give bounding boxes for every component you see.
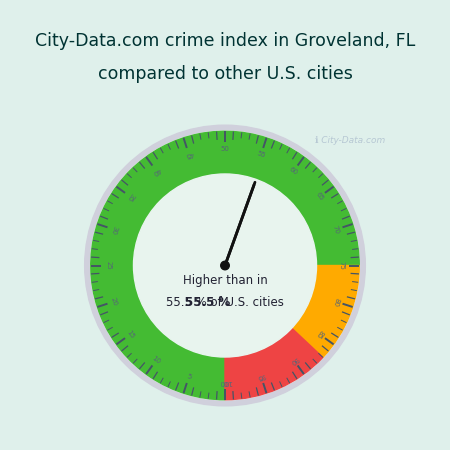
Text: 90: 90 xyxy=(288,355,299,365)
Text: ℹ City-Data.com: ℹ City-Data.com xyxy=(315,136,385,145)
Wedge shape xyxy=(225,328,323,400)
Text: 40: 40 xyxy=(151,166,162,176)
Text: 65: 65 xyxy=(315,192,324,202)
Text: 20: 20 xyxy=(110,297,118,307)
Text: 15: 15 xyxy=(126,329,135,339)
Text: 35: 35 xyxy=(126,192,135,202)
Circle shape xyxy=(221,261,229,270)
Text: compared to other U.S. cities: compared to other U.S. cities xyxy=(98,65,352,83)
Text: 50: 50 xyxy=(220,146,230,152)
Text: Higher than in: Higher than in xyxy=(183,274,267,287)
Text: 0: 0 xyxy=(223,379,227,385)
Text: 55.5 %: 55.5 % xyxy=(185,296,230,309)
Text: 55: 55 xyxy=(256,150,266,159)
Circle shape xyxy=(90,131,360,400)
Text: 75: 75 xyxy=(339,261,345,270)
Text: 85: 85 xyxy=(315,329,324,339)
Text: 30: 30 xyxy=(110,224,118,234)
Text: 70: 70 xyxy=(332,224,340,234)
Text: 100: 100 xyxy=(218,379,232,385)
Text: 10: 10 xyxy=(151,355,162,365)
Text: 80: 80 xyxy=(332,297,340,307)
Text: 5: 5 xyxy=(186,373,192,380)
Wedge shape xyxy=(91,131,359,400)
Text: City-Data.com crime index in Groveland, FL: City-Data.com crime index in Groveland, … xyxy=(35,32,415,50)
Circle shape xyxy=(85,125,365,406)
Text: 95: 95 xyxy=(256,372,266,381)
Text: 25: 25 xyxy=(105,261,111,270)
Text: 45: 45 xyxy=(184,150,194,159)
Wedge shape xyxy=(292,266,359,357)
Circle shape xyxy=(134,174,316,357)
Text: 60: 60 xyxy=(288,166,299,176)
Text: 55.5 % of U.S. cities: 55.5 % of U.S. cities xyxy=(166,296,284,309)
